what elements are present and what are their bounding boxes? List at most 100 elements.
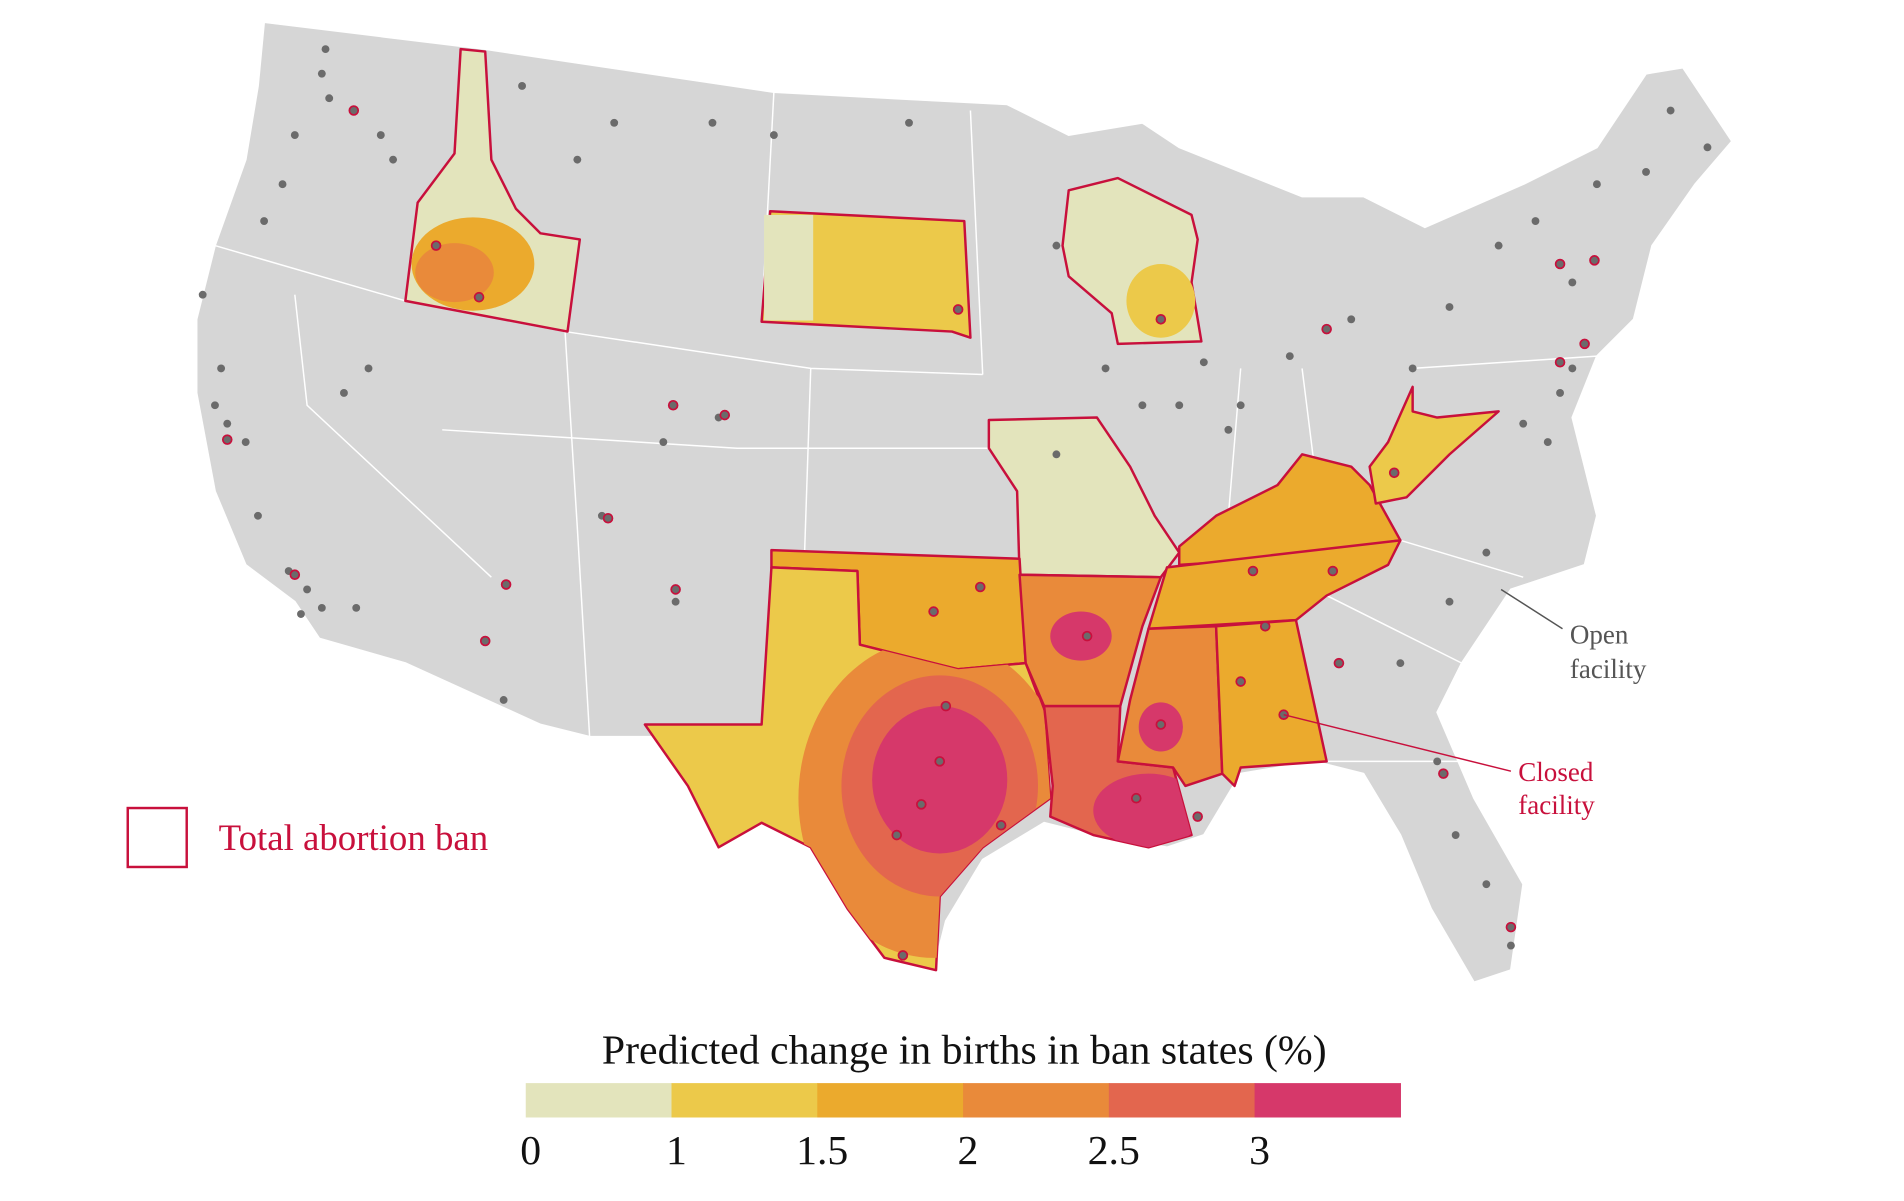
open-leader <box>1500 588 1563 630</box>
colorbar-tick-label: 2.5 <box>1088 1128 1140 1174</box>
open-facility <box>376 131 385 140</box>
open-label-1: Open <box>1570 619 1629 649</box>
open-facility <box>1138 401 1147 410</box>
ban-legend-label: Total abortion ban <box>219 817 489 858</box>
closed-facility <box>1247 565 1259 577</box>
open-facility <box>1451 831 1460 839</box>
west-virginia <box>1368 385 1500 505</box>
closed-facility <box>1579 338 1590 350</box>
closed-facility <box>289 569 301 580</box>
open-facility <box>499 696 508 704</box>
open-facility <box>1408 364 1417 373</box>
us-basemap <box>195 21 1734 984</box>
open-facility <box>610 118 619 127</box>
colorbar-tick-label: 3 <box>1249 1128 1270 1174</box>
closed-facility <box>995 819 1007 831</box>
closed-facility <box>1327 565 1339 577</box>
colorbar-bin <box>817 1083 964 1118</box>
closed-label-2: facility <box>1518 790 1595 820</box>
colorbar-bin <box>525 1083 673 1118</box>
south-dakota <box>760 209 972 339</box>
open-facility <box>364 364 373 373</box>
open-facility <box>389 155 398 164</box>
open-label-2: facility <box>1570 654 1647 684</box>
la-gradient <box>1093 773 1192 848</box>
open-facility <box>340 389 348 397</box>
open-facility <box>1433 757 1442 766</box>
open-facility <box>317 603 326 612</box>
open-facility <box>317 69 326 78</box>
ban-states <box>404 47 1500 972</box>
open-facility <box>303 585 312 594</box>
open-facility <box>1642 167 1650 176</box>
closed-facility <box>430 240 442 251</box>
open-facility <box>260 217 269 225</box>
open-facility <box>1236 401 1245 410</box>
ban-legend-swatch <box>126 806 188 869</box>
idaho-peak <box>415 243 494 303</box>
closed-facility <box>348 105 360 116</box>
colorbar-bin <box>1108 1083 1256 1118</box>
closed-facility <box>952 304 964 315</box>
open-facility <box>198 290 207 299</box>
open-facility <box>321 45 330 54</box>
open-facility <box>211 401 219 410</box>
closed-facility <box>1192 811 1203 822</box>
wi-high <box>1126 264 1196 338</box>
open-facility <box>1482 880 1491 889</box>
colorbar-bin <box>671 1083 818 1118</box>
open-facility <box>905 118 913 127</box>
closed-facility <box>1388 467 1400 479</box>
closed-facility <box>1081 630 1093 642</box>
closed-facility <box>928 606 939 617</box>
closed-facility <box>667 399 679 411</box>
colorbar-tick-label: 1.5 <box>796 1128 848 1174</box>
la-peak <box>1093 773 1192 848</box>
closed-facility <box>719 409 731 421</box>
open-facility <box>1347 315 1356 324</box>
open-facility <box>1592 180 1601 189</box>
open-facility <box>325 94 334 103</box>
colorbar-bin <box>963 1083 1110 1118</box>
closed-facility <box>1554 356 1566 368</box>
open-facility <box>1568 364 1577 373</box>
open-facility <box>1396 659 1405 668</box>
closed-facility <box>1554 258 1566 270</box>
open-facility <box>254 511 262 520</box>
open-facility <box>1285 352 1294 361</box>
closed-facility <box>602 512 614 524</box>
closed-facility <box>891 829 903 841</box>
open-facility <box>297 610 305 618</box>
legend-title: Predicted change in births in ban states… <box>602 1027 1327 1073</box>
open-facility <box>1519 419 1528 428</box>
open-facility <box>1556 389 1564 397</box>
closed-facility <box>934 756 945 767</box>
open-facility <box>1175 401 1184 410</box>
closed-facility <box>1259 621 1271 632</box>
closed-facility <box>916 799 927 810</box>
open-facility <box>278 180 287 189</box>
colorbar-bin <box>1254 1083 1401 1118</box>
closed-label-1: Closed <box>1518 757 1594 787</box>
closed-facility <box>1589 255 1600 266</box>
alabama <box>1214 618 1328 788</box>
closed-leader <box>1283 713 1512 772</box>
colorbar-tick-label: 0 <box>520 1128 541 1174</box>
closed-facility <box>1438 768 1449 779</box>
closed-facility <box>1333 657 1345 669</box>
closed-facility <box>1155 719 1167 730</box>
colorbar: 0 1 1.5 2 2.5 3 <box>520 1083 1401 1174</box>
open-facility <box>1506 941 1515 950</box>
open-facility <box>659 438 668 447</box>
missouri <box>987 416 1181 579</box>
closed-facility <box>670 584 681 595</box>
open-facility <box>671 597 680 606</box>
facilities <box>198 45 1712 961</box>
open-facility <box>573 155 582 164</box>
closed-facility <box>1155 314 1167 325</box>
open-facility <box>1494 241 1503 250</box>
closed-facility <box>974 581 986 593</box>
state-borders <box>214 92 1597 763</box>
